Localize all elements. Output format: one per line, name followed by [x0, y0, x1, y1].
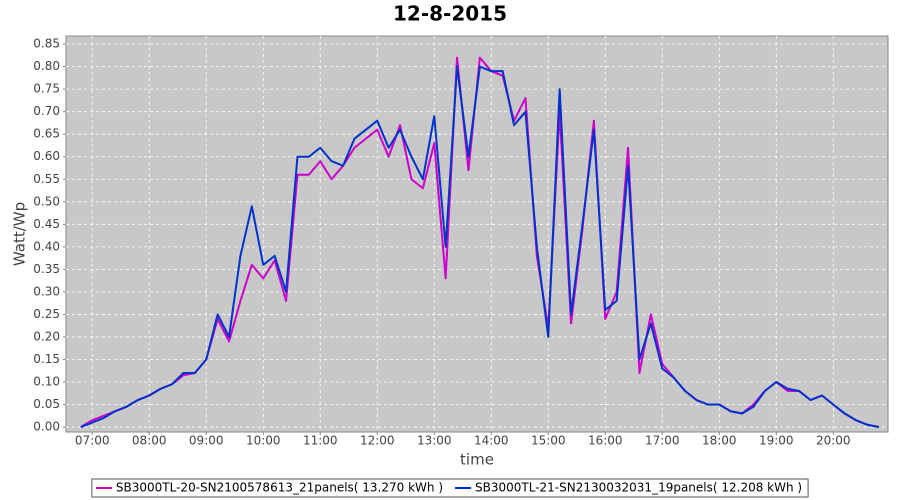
x-tick-label: 19:00 [759, 434, 794, 448]
x-tick-label: 12:00 [360, 434, 395, 448]
x-tick-label: 17:00 [645, 434, 680, 448]
x-tick-label: 08:00 [132, 434, 167, 448]
x-tick-label: 14:00 [474, 434, 509, 448]
y-tick-label: 0.45 [33, 217, 60, 231]
y-tick-label: 0.60 [33, 149, 60, 163]
y-tick-label: 0.85 [33, 37, 60, 51]
y-tick-label: 0.55 [33, 172, 60, 186]
y-tick-label: 0.20 [33, 329, 60, 343]
y-tick-label: 0.75 [33, 82, 60, 96]
y-tick-label: 0.15 [33, 352, 60, 366]
x-tick-label: 16:00 [588, 434, 623, 448]
legend-label: SB3000TL-21-SN2130032031_19panels( 12.20… [475, 481, 802, 495]
y-tick-label: 0.35 [33, 262, 60, 276]
y-tick-label: 0.30 [33, 284, 60, 298]
y-tick-label: 0.65 [33, 127, 60, 141]
x-tick-label: 07:00 [75, 434, 110, 448]
y-tick-label: 0.00 [33, 420, 60, 434]
x-tick-label: 20:00 [816, 434, 851, 448]
legend: SB3000TL-20-SN2100578613_21panels( 13.27… [91, 478, 809, 498]
y-axis-label: Watt/Wp [11, 202, 29, 266]
plot-area [65, 35, 889, 433]
series-line [80, 65, 880, 429]
x-tick-label: 13:00 [417, 434, 452, 448]
chart-title: 12-8-2015 [393, 2, 507, 26]
legend-box [91, 478, 809, 498]
y-tick-label: 0.25 [33, 307, 60, 321]
x-tick-label: 11:00 [303, 434, 338, 448]
legend-label: SB3000TL-20-SN2100578613_21panels( 13.27… [116, 481, 443, 495]
y-tick-label: 0.10 [33, 374, 60, 388]
y-tick-label: 0.70 [33, 104, 60, 118]
y-tick-label: 0.50 [33, 194, 60, 208]
y-tick-label: 0.40 [33, 239, 60, 253]
x-tick-label: 18:00 [702, 434, 737, 448]
y-tick-label: 0.05 [33, 397, 60, 411]
x-axis-label: time [460, 451, 494, 469]
x-tick-label: 10:00 [246, 434, 281, 448]
y-tick-label: 0.80 [33, 59, 60, 73]
x-tick-label: 15:00 [531, 434, 566, 448]
x-tick-label: 09:00 [189, 434, 224, 448]
